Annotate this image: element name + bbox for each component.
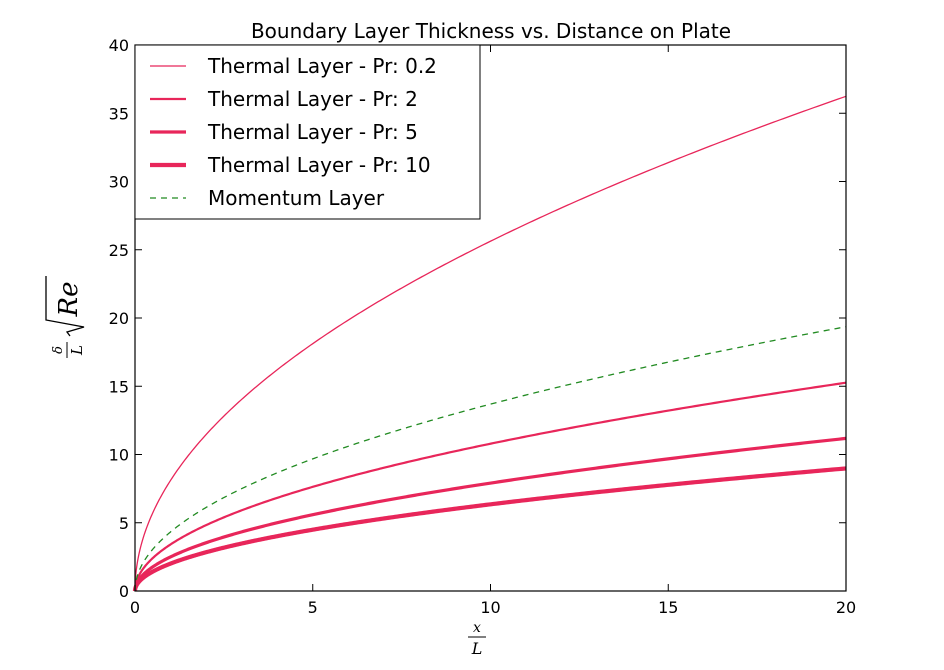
- x-axis-label: x L: [468, 620, 486, 658]
- y-label-numerator: δ: [51, 346, 66, 354]
- x-label-denominator: L: [471, 639, 483, 658]
- y-label-radicand: Re: [54, 282, 84, 318]
- legend-label: Thermal Layer - Pr: 5: [207, 120, 418, 144]
- legend-label: Thermal Layer - Pr: 0.2: [207, 54, 437, 78]
- y-tick-label: 0: [119, 582, 129, 601]
- series-line-2: [133, 381, 847, 592]
- y-tick-label: 20: [109, 309, 129, 328]
- series-layer: [132, 95, 847, 593]
- y-tick-label: 35: [109, 104, 129, 123]
- y-tick-label: 15: [109, 377, 129, 396]
- x-tick-label: 15: [658, 598, 678, 617]
- legend-label: Thermal Layer - Pr: 10: [207, 153, 431, 177]
- x-label-numerator: x: [473, 620, 481, 636]
- legend: Thermal Layer - Pr: 0.2 Thermal Layer - P…: [134, 44, 481, 220]
- chart-title: Boundary Layer Thickness vs. Distance on…: [251, 19, 731, 43]
- legend-items: Thermal Layer - Pr: 0.2 Thermal Layer - P…: [150, 54, 437, 210]
- x-tick-label: 0: [130, 598, 140, 617]
- y-tick-label: 25: [109, 241, 129, 260]
- series-line-5: [134, 326, 847, 591]
- x-tick-label: 5: [308, 598, 318, 617]
- legend-label: Thermal Layer - Pr: 2: [207, 87, 418, 111]
- series-line-4: [132, 466, 847, 593]
- series-line-3: [133, 436, 847, 593]
- y-label-radical: [45, 276, 85, 337]
- legend-box: [134, 44, 481, 220]
- y-tick-label: 30: [109, 173, 129, 192]
- series-line-1: [134, 95, 847, 591]
- x-tick-label: 10: [480, 598, 500, 617]
- y-tick-label: 5: [119, 514, 129, 533]
- y-tick-label: 40: [109, 36, 129, 55]
- ticks-layer: 0 5 10 15 20 0 5 10 15 20 25 30 35 40: [109, 36, 857, 617]
- y-axis-label: δ L Re: [45, 276, 86, 358]
- legend-label: Momentum Layer: [208, 186, 385, 210]
- x-tick-label: 20: [836, 598, 856, 617]
- y-tick-label: 10: [109, 446, 129, 465]
- y-label-denominator: L: [68, 345, 86, 356]
